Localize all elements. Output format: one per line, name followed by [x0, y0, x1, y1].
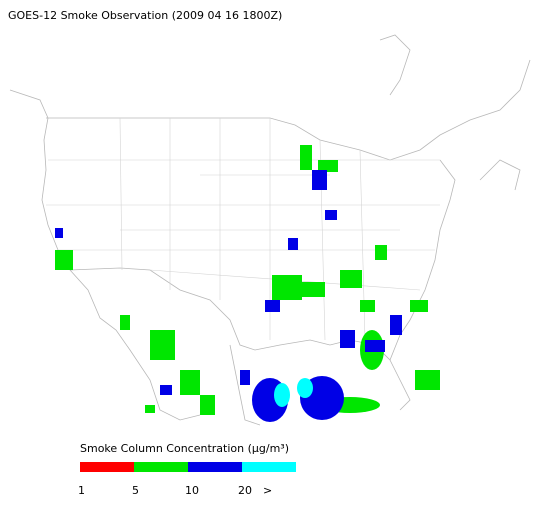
- map-title: GOES-12 Smoke Observation (2009 04 16 18…: [8, 9, 282, 22]
- legend-swatch: [134, 462, 188, 472]
- legend-label: >: [263, 484, 272, 497]
- smoke-pixels: [55, 145, 440, 422]
- legend-label: 10: [185, 484, 199, 497]
- legend-label: 1: [78, 484, 85, 497]
- legend-title: Smoke Column Concentration (μg/m³): [80, 442, 289, 455]
- legend-swatch: [80, 462, 134, 472]
- legend-swatch: [188, 462, 242, 472]
- legend-label: 5: [132, 484, 139, 497]
- basemap: [9, 34, 531, 426]
- legend: 1 5 10 20 >: [78, 462, 296, 497]
- legend-label: 20: [238, 484, 252, 497]
- legend-swatch: [242, 462, 296, 472]
